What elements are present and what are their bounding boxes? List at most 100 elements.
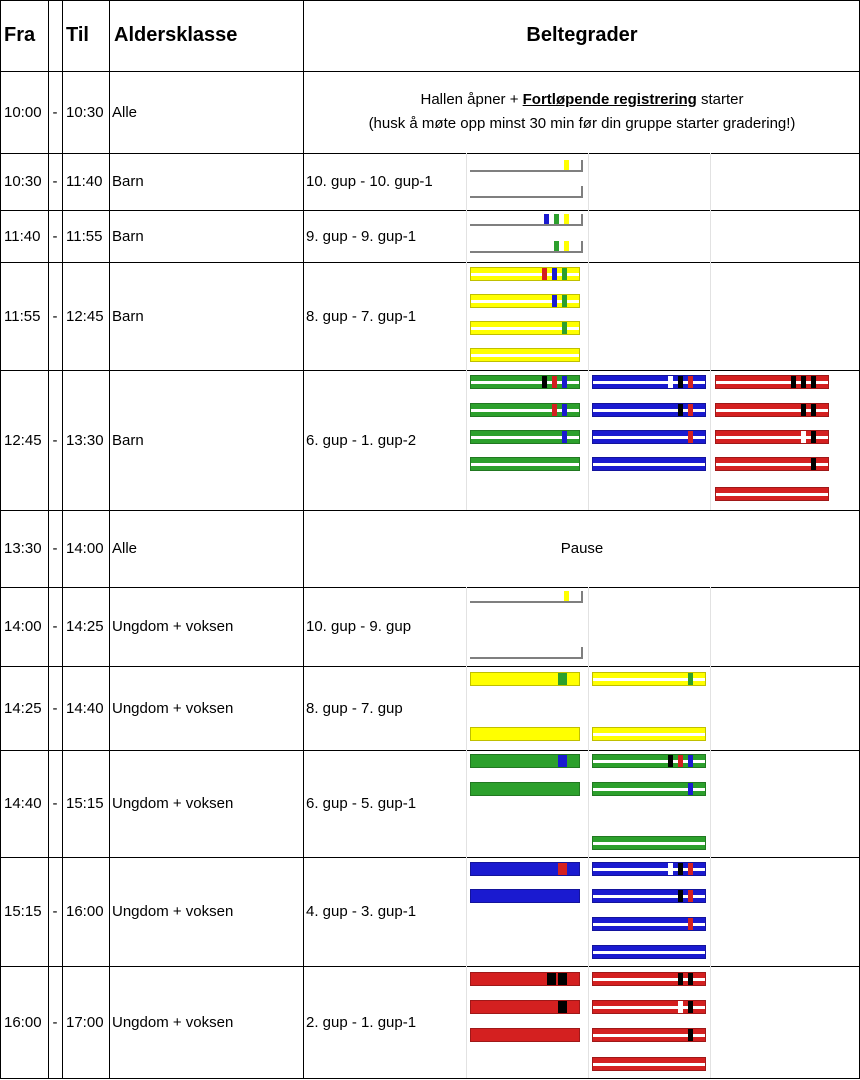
blue-tab xyxy=(688,783,693,795)
green-belt xyxy=(470,375,580,389)
age-class: Barn xyxy=(112,227,144,245)
belt-stripe xyxy=(471,300,579,304)
black-tab xyxy=(811,431,816,443)
white-tab xyxy=(668,376,673,388)
time-to: 16:00 xyxy=(66,903,104,920)
grade-range: 9. gup - 9. gup-1 xyxy=(306,227,417,245)
belt-stripe xyxy=(593,868,705,872)
yellow-belt xyxy=(592,672,706,686)
belt-stripe xyxy=(593,788,705,792)
blue-belt xyxy=(592,457,706,471)
belt-stripe xyxy=(716,493,828,497)
black-tab xyxy=(791,376,796,388)
green-tab xyxy=(554,241,559,251)
time-from: 14:00 xyxy=(4,618,42,635)
blue-tab xyxy=(562,376,567,388)
yellow-belt xyxy=(470,267,580,281)
black-tab xyxy=(547,973,556,985)
belt-stripe xyxy=(716,436,828,440)
blue-belt xyxy=(470,889,580,903)
time-to: 13:30 xyxy=(66,431,104,449)
black-tab xyxy=(678,863,683,875)
belt-stripe xyxy=(593,381,705,385)
red-belt xyxy=(715,487,829,501)
belt-stripe xyxy=(716,463,828,467)
yellow-belt xyxy=(470,672,580,686)
time-separator: - xyxy=(52,431,58,449)
black-tab xyxy=(678,973,683,985)
yellow-tab xyxy=(564,214,569,224)
note-pre: Hallen åpner + xyxy=(420,91,523,108)
grade-range: 2. gup - 1. gup-1 xyxy=(306,1013,417,1031)
age-class: Ungdom + voksen xyxy=(112,618,234,635)
white-belt xyxy=(470,186,583,198)
time-from: 11:40 xyxy=(4,227,41,245)
red-belt xyxy=(592,1057,706,1071)
white-belt xyxy=(470,591,583,603)
red-tab xyxy=(688,863,693,875)
belt-stripe xyxy=(593,1063,705,1067)
blue-belt xyxy=(592,917,706,931)
blue-belt xyxy=(592,403,706,417)
header-aldersklasse: Aldersklasse xyxy=(114,24,238,46)
red-belt xyxy=(592,972,706,986)
time-separator: - xyxy=(52,795,58,812)
black-tab xyxy=(688,973,693,985)
yellow-tab xyxy=(564,241,569,251)
white-tab xyxy=(668,863,673,875)
green-belt xyxy=(592,782,706,796)
note-text: Pause xyxy=(560,540,604,557)
time-to: 17:00 xyxy=(66,1013,104,1031)
belt-stripe xyxy=(593,409,705,413)
black-tab xyxy=(678,404,683,416)
green-belt xyxy=(592,754,706,768)
red-belt xyxy=(592,1000,706,1014)
time-to: 10:30 xyxy=(66,103,104,121)
age-class: Alle xyxy=(112,103,138,121)
time-to: 11:55 xyxy=(66,227,103,245)
belt-stripe xyxy=(593,842,705,846)
blue-belt xyxy=(592,375,706,389)
time-separator: - xyxy=(52,903,58,920)
green-tab xyxy=(558,673,567,685)
blue-belt xyxy=(592,889,706,903)
belt-stripe xyxy=(471,463,579,467)
white-tab xyxy=(801,431,806,443)
time-separator: - xyxy=(52,1013,58,1031)
red-tab xyxy=(552,404,557,416)
belt-stripe xyxy=(471,381,579,385)
blue-belt xyxy=(470,862,580,876)
time-from: 16:00 xyxy=(4,1013,42,1031)
grade-range: 6. gup - 1. gup-2 xyxy=(306,431,417,449)
black-tab xyxy=(668,755,673,767)
age-class: Alle xyxy=(112,540,138,557)
red-tab xyxy=(542,268,547,280)
time-separator: - xyxy=(52,618,58,635)
time-separator: - xyxy=(52,173,58,190)
blue-belt xyxy=(592,430,706,444)
white-belt xyxy=(470,160,583,172)
time-to: 14:40 xyxy=(66,699,104,717)
blue-tab xyxy=(552,268,557,280)
black-tab xyxy=(801,404,806,416)
belt-stripe xyxy=(593,760,705,764)
belt-stripe xyxy=(593,1034,705,1038)
belt-stripe xyxy=(471,409,579,413)
time-to: 14:25 xyxy=(66,618,104,635)
green-belt xyxy=(592,836,706,850)
black-tab xyxy=(811,404,816,416)
green-tab xyxy=(688,673,693,685)
belt-stripe xyxy=(471,436,579,440)
red-belt xyxy=(715,403,829,417)
green-belt xyxy=(470,430,580,444)
yellow-belt xyxy=(470,294,580,308)
age-class: Ungdom + voksen xyxy=(112,1013,234,1031)
age-class: Ungdom + voksen xyxy=(112,903,234,920)
blue-belt xyxy=(592,945,706,959)
grade-range: 8. gup - 7. gup xyxy=(306,699,403,717)
time-separator: - xyxy=(52,540,58,557)
yellow-belt xyxy=(470,348,580,362)
green-belt xyxy=(470,782,580,796)
green-belt xyxy=(470,754,580,768)
yellow-tab xyxy=(564,160,569,170)
